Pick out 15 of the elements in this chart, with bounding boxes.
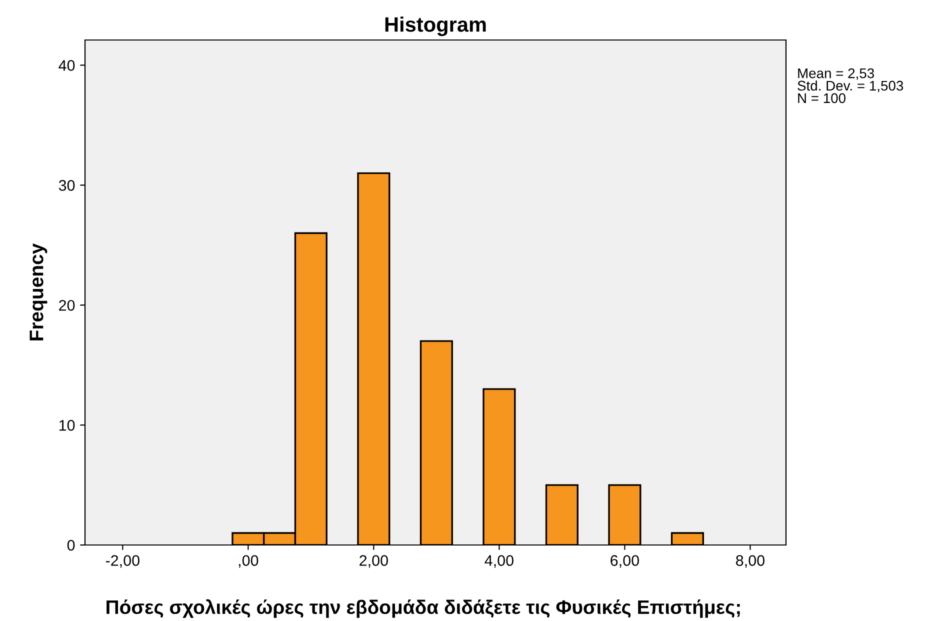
y-tick-label: 0 — [67, 540, 75, 551]
x-axis-title: Πόσες σχολικές ώρες την εβδομάδα διδάξετε τις Φυσικές Επιστήμες; — [106, 599, 740, 618]
y-axis-title: Frequency — [30, 243, 48, 340]
x-tick-label: -2,00 — [106, 555, 140, 568]
y-tick-label: 10 — [59, 420, 75, 431]
y-tick-label: 40 — [58, 60, 75, 71]
x-tick-label: ,00 — [238, 555, 258, 568]
y-tick-label: 30 — [58, 180, 75, 191]
x-tick-label: 6,00 — [610, 555, 639, 568]
text: Mean = 2,53 Std. Dev. = 1,503 N = 100 — [798, 68, 904, 104]
chart-title: Histogram — [385, 16, 486, 36]
x-tick-label: 4,00 — [484, 555, 514, 568]
y-tick-label: 20 — [59, 300, 75, 311]
x-tick-label: 2,00 — [360, 555, 388, 568]
x-tick-label: 8,00 — [736, 555, 764, 568]
